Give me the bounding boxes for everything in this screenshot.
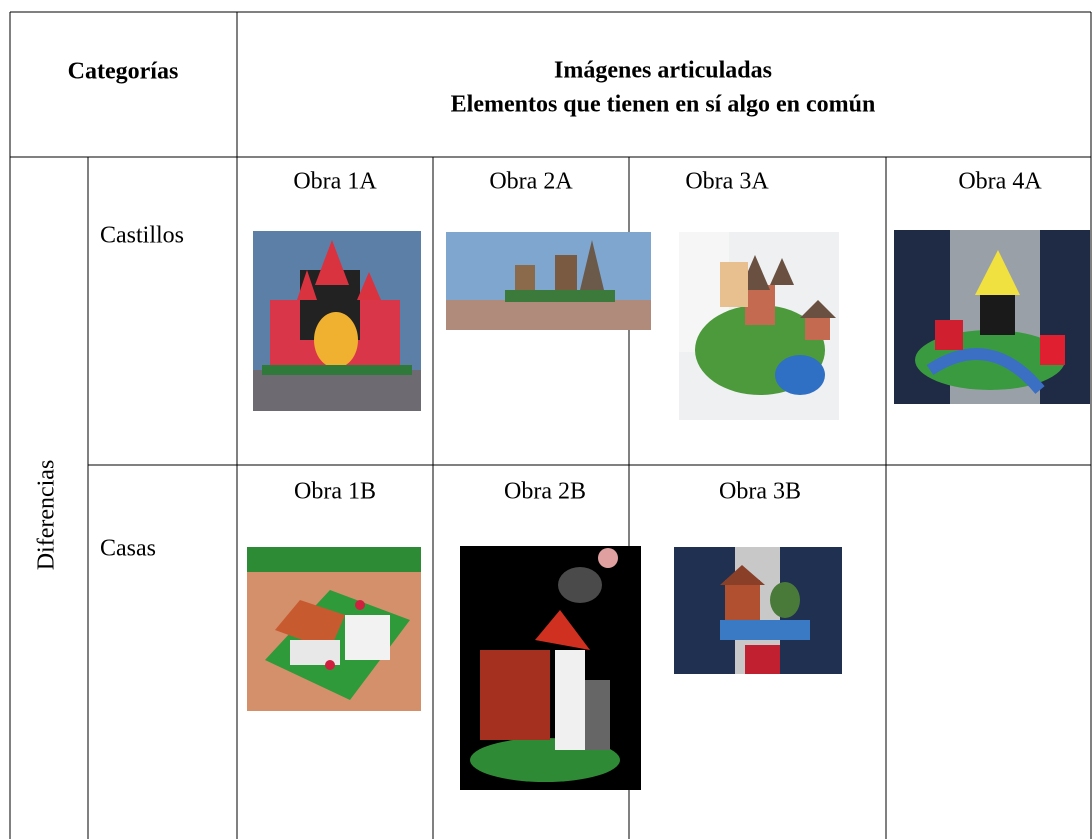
header-cell: Categorías — [68, 59, 179, 85]
photo — [460, 546, 641, 790]
row-label: Casas — [100, 536, 156, 562]
work-label: Obra 3A — [685, 169, 769, 195]
work-label: Obra 2A — [489, 169, 573, 195]
work-label: Obra 3B — [719, 479, 801, 505]
work-label: Obra 4A — [958, 169, 1042, 195]
group-label: Diferencias — [34, 460, 60, 571]
header-title: Imágenes articuladas — [554, 58, 772, 84]
header-title: Elementos que tienen en sí algo en común — [451, 92, 876, 118]
photo — [679, 232, 839, 420]
photo — [674, 547, 842, 674]
work-label: Obra 1A — [293, 169, 377, 195]
photo — [253, 231, 421, 411]
work-label: Obra 2B — [504, 479, 586, 505]
row-label: Castillos — [100, 223, 184, 249]
photo — [247, 547, 421, 711]
work-label: Obra 1B — [294, 479, 376, 505]
photo — [446, 232, 651, 330]
photo — [894, 230, 1090, 404]
table-borders — [9, 11, 1092, 839]
